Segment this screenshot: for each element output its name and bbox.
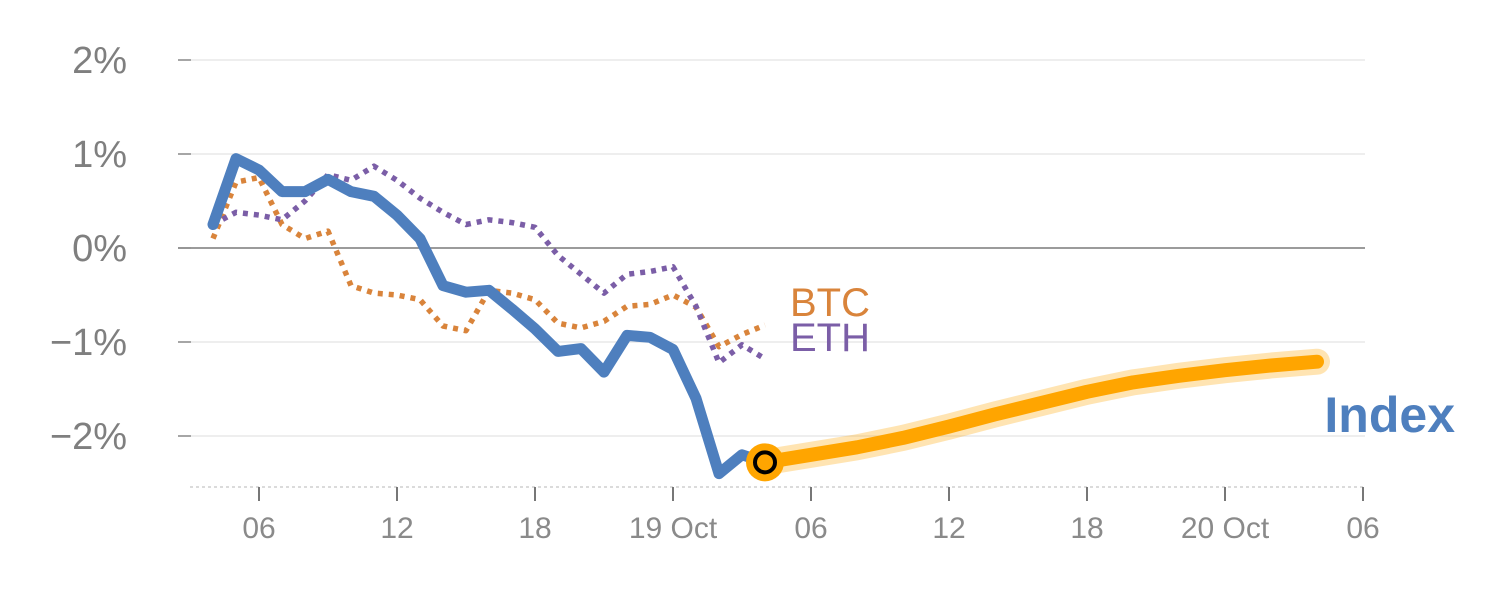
x-tick-label: 19 Oct: [629, 512, 718, 545]
x-tick-label: 12: [932, 512, 965, 545]
series-line-btc: [210, 174, 767, 350]
marker-inner: [753, 450, 777, 475]
y-tick-label: 0%: [72, 228, 127, 270]
y-tick-label: 1%: [72, 134, 127, 176]
y-tick-label: −1%: [50, 322, 127, 364]
series-line-eth: [211, 163, 767, 366]
series-line-index: [207, 153, 771, 480]
y-tick-label: −2%: [50, 416, 127, 458]
marker-layer: [746, 443, 784, 482]
x-tick-label: 18: [518, 512, 551, 545]
y-axis: 2% 1% 0% −1% −2%: [50, 40, 191, 458]
gridlines: [178, 59, 1365, 437]
x-tick-label: 18: [1070, 512, 1103, 545]
y-tick-label: 2%: [72, 40, 127, 82]
series-layer: [207, 153, 1330, 480]
x-tick-label: 06: [242, 512, 275, 545]
series-label-btc: BTC: [790, 281, 870, 325]
x-axis: 06 12 18 19 Oct 06 12 18 20 Oct 06: [190, 486, 1380, 545]
x-tick-label: 06: [794, 512, 827, 545]
x-tick-label: 06: [1346, 512, 1379, 545]
x-tick-label: 20 Oct: [1181, 512, 1270, 545]
series-label-eth: ETH: [790, 316, 870, 360]
projection-line: [758, 354, 1324, 470]
x-tick-label: 12: [380, 512, 413, 545]
series-label-index: Index: [1324, 387, 1455, 443]
